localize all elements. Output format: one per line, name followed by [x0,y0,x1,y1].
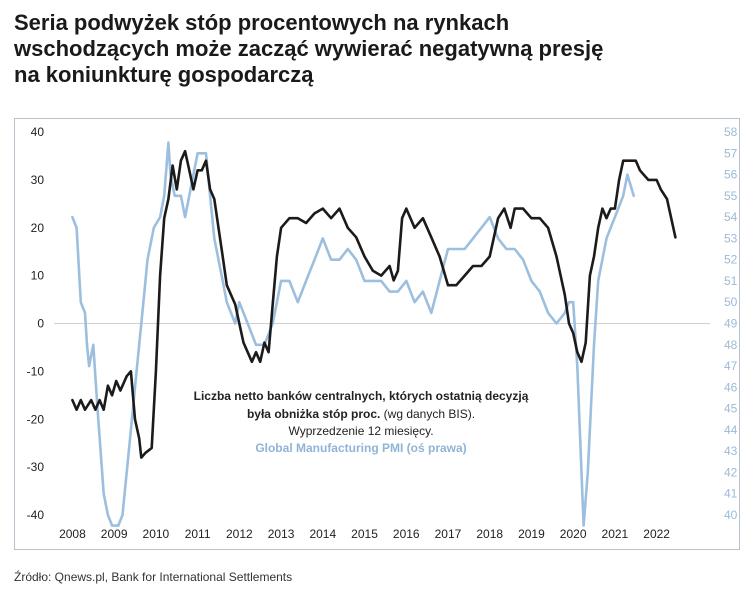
y-left-tick-label: 40 [31,125,45,139]
y-right-tick-label: 49 [724,317,738,331]
x-tick-label: 2010 [143,527,170,541]
y-left-tick-label: 30 [31,173,45,187]
y-right-tick-label: 48 [724,338,738,352]
x-tick-label: 2016 [393,527,420,541]
y-left-tick-label: 10 [31,269,45,283]
annotation-line-1: Liczba netto banków centralnych, których… [194,389,529,403]
y-left-tick-label: 0 [37,317,44,331]
chart-title: Seria podwyżek stóp procentowych na rynk… [14,10,734,88]
title-line-2: wschodzących może zacząć wywierać negaty… [14,36,604,61]
annotation-line-4: Global Manufacturing PMI (oś prawa) [255,441,466,455]
x-tick-label: 2008 [59,527,86,541]
x-tick-label: 2011 [185,527,211,541]
x-tick-label: 2014 [309,527,336,541]
y-left-tick-label: -30 [27,460,45,474]
y-right-tick-label: 46 [724,380,738,394]
x-tick-label: 2021 [602,527,629,541]
x-tick-label: 2018 [476,527,503,541]
series-line-rate-cuts [71,149,677,459]
y-right-tick-label: 55 [724,189,738,203]
y-left-tick-label: -20 [27,412,45,426]
y-right-tick-label: 53 [724,231,738,245]
x-tick-label: 2019 [518,527,545,541]
x-tick-label: 2012 [226,527,253,541]
annotation-line-2: była obniżka stóp proc. (wg danych BIS). [247,407,475,421]
y-right-tick-label: 40 [724,508,738,522]
y-right-tick-label: 54 [724,210,738,224]
y-right-tick-label: 51 [724,274,738,288]
y-right-tick-label: 52 [724,253,738,267]
y-right-tick-label: 50 [724,295,738,309]
title-line-1: Seria podwyżek stóp procentowych na rynk… [14,10,510,35]
annotation-line-3: Wyprzedzenie 12 miesięcy. [288,424,433,438]
chart-frame [14,118,740,550]
y-right-tick-label: 57 [724,146,738,160]
y-left-tick-label: 20 [31,221,45,235]
source-note: Źródło: Qnews.pl, Bank for International… [14,570,293,584]
x-tick-label: 2020 [560,527,587,541]
x-tick-label: 2017 [435,527,462,541]
y-right-tick-label: 56 [724,168,738,182]
y-right-tick-label: 58 [724,125,738,139]
x-tick-label: 2022 [643,527,670,541]
title-line-3: na koniunkturę gospodarczą [14,62,314,87]
annotation-line-2-bold: była obniżka stóp proc. [247,407,384,421]
x-tick-label: 2015 [351,527,378,541]
y-left-tick-label: -10 [27,364,45,378]
y-right-tick-label: 42 [724,465,738,479]
y-right-tick-label: 43 [724,444,738,458]
annotation-line-2-rest: (wg danych BIS). [384,407,475,421]
x-tick-label: 2009 [101,527,128,541]
y-right-tick-label: 41 [724,487,738,501]
y-right-tick-label: 44 [724,423,738,437]
y-right-tick-label: 47 [724,359,738,373]
x-tick-label: 2013 [268,527,295,541]
series-line-pmi [71,141,635,527]
y-right-tick-label: 45 [724,402,738,416]
y-left-tick-label: -40 [27,508,45,522]
